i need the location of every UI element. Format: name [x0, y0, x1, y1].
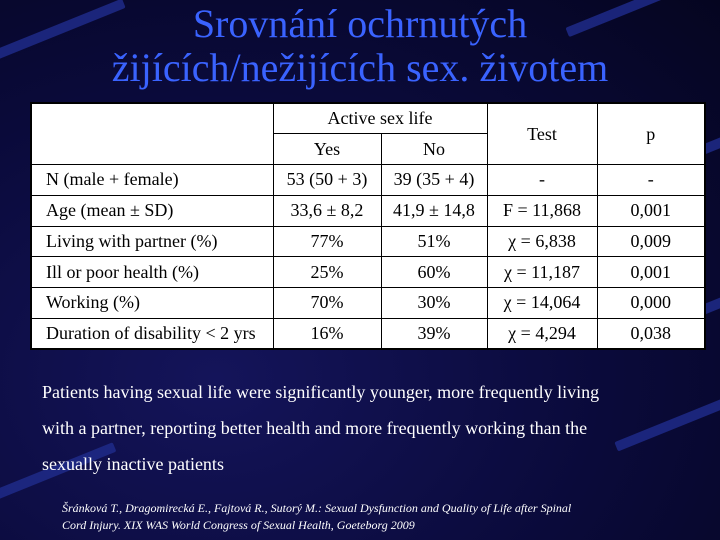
row-label: Working (%): [30, 287, 274, 319]
cell-p: 0,009: [596, 225, 706, 258]
cell-yes: 25%: [272, 256, 382, 288]
citation: Šránková T., Dragomirecká E., Fajtová R.…: [62, 500, 682, 534]
title-line: Srovnání ochrnutých: [192, 1, 528, 46]
group-header: Active sex life: [272, 102, 488, 135]
cell-test: F = 11,868: [486, 194, 598, 227]
citation-line: Cord Injury. XIX WAS World Congress of S…: [62, 518, 415, 532]
table-row: Age (mean ± SD) 33,6 ± 8,2 41,9 ± 14,8 F…: [30, 194, 706, 227]
table-row: N (male + female) 53 (50 + 3) 39 (35 + 4…: [30, 164, 706, 196]
title-line: žijících/nežijících sex. životem: [111, 45, 609, 90]
citation-line: Šránková T., Dragomirecká E., Fajtová R.…: [62, 501, 572, 515]
cell-yes: 70%: [272, 287, 382, 319]
row-label: Duration of disability < 2 yrs: [30, 317, 274, 350]
table-row: Duration of disability < 2 yrs 16% 39% χ…: [30, 317, 706, 350]
row-label: Ill or poor health (%): [30, 256, 274, 288]
cell-no: 51%: [380, 225, 488, 258]
column-header-yes: Yes: [272, 133, 382, 165]
cell-p: 0,001: [596, 194, 706, 227]
cell-test: χ = 14,064: [486, 287, 598, 319]
table-row: Living with partner (%) 77% 51% χ = 6,83…: [30, 225, 706, 258]
cell-p: 0,001: [596, 256, 706, 288]
cell-yes: 16%: [272, 317, 382, 350]
table-corner-cell: [30, 102, 274, 165]
row-label: Age (mean ± SD): [30, 194, 274, 227]
summary-line: with a partner, reporting better health …: [42, 418, 588, 438]
column-header-test: Test: [486, 102, 598, 165]
row-label: Living with partner (%): [30, 225, 274, 258]
table-row: Ill or poor health (%) 25% 60% χ = 11,18…: [30, 256, 706, 288]
cell-test: χ = 4,294: [486, 317, 598, 350]
cell-yes: 33,6 ± 8,2: [272, 194, 382, 227]
slide-title: Srovnání ochrnutých žijících/nežijících …: [40, 2, 680, 90]
cell-p: -: [596, 164, 706, 196]
cell-no: 41,9 ± 14,8: [380, 194, 488, 227]
summary-text: Patients having sexual life were signifi…: [42, 374, 682, 482]
column-header-no: No: [380, 133, 488, 165]
cell-no: 39%: [380, 317, 488, 350]
comparison-table: Active sex life Test p Yes No N (male + …: [30, 102, 706, 350]
cell-test: -: [486, 164, 598, 196]
cell-no: 39 (35 + 4): [380, 164, 488, 196]
cell-test: χ = 6,838: [486, 225, 598, 258]
table-row: Working (%) 70% 30% χ = 14,064 0,000: [30, 287, 706, 319]
cell-p: 0,000: [596, 287, 706, 319]
summary-line: Patients having sexual life were signifi…: [42, 382, 600, 402]
cell-p: 0,038: [596, 317, 706, 350]
cell-no: 30%: [380, 287, 488, 319]
row-label: N (male + female): [30, 164, 274, 196]
cell-yes: 77%: [272, 225, 382, 258]
column-header-p: p: [596, 102, 706, 165]
summary-line: sexually inactive patients: [42, 454, 224, 474]
cell-test: χ = 11,187: [486, 256, 598, 288]
cell-yes: 53 (50 + 3): [272, 164, 382, 196]
cell-no: 60%: [380, 256, 488, 288]
